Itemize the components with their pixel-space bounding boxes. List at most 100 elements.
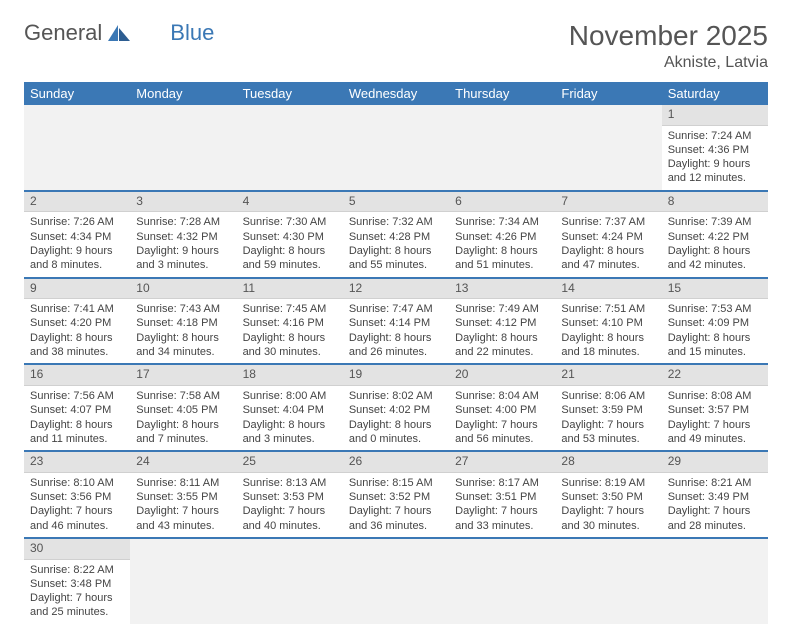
day-details: Sunrise: 8:11 AMSunset: 3:55 PMDaylight:… — [130, 473, 236, 537]
calendar-cell: 14Sunrise: 7:51 AMSunset: 4:10 PMDayligh… — [555, 278, 661, 365]
calendar-row: 23Sunrise: 8:10 AMSunset: 3:56 PMDayligh… — [24, 451, 768, 538]
calendar-cell: 24Sunrise: 8:11 AMSunset: 3:55 PMDayligh… — [130, 451, 236, 538]
calendar-cell: 29Sunrise: 8:21 AMSunset: 3:49 PMDayligh… — [662, 451, 768, 538]
calendar-cell: 8Sunrise: 7:39 AMSunset: 4:22 PMDaylight… — [662, 191, 768, 278]
day-details: Sunrise: 8:13 AMSunset: 3:53 PMDaylight:… — [237, 473, 343, 537]
weekday-header-row: SundayMondayTuesdayWednesdayThursdayFrid… — [24, 82, 768, 105]
day-details: Sunrise: 7:49 AMSunset: 4:12 PMDaylight:… — [449, 299, 555, 363]
calendar-cell: 6Sunrise: 7:34 AMSunset: 4:26 PMDaylight… — [449, 191, 555, 278]
day-number: 2 — [24, 192, 130, 213]
day-number: 30 — [24, 539, 130, 560]
calendar-cell — [343, 105, 449, 191]
day-details: Sunrise: 7:43 AMSunset: 4:18 PMDaylight:… — [130, 299, 236, 363]
day-number: 15 — [662, 279, 768, 300]
day-details: Sunrise: 8:06 AMSunset: 3:59 PMDaylight:… — [555, 386, 661, 450]
day-number: 11 — [237, 279, 343, 300]
day-details: Sunrise: 8:08 AMSunset: 3:57 PMDaylight:… — [662, 386, 768, 450]
calendar-cell: 11Sunrise: 7:45 AMSunset: 4:16 PMDayligh… — [237, 278, 343, 365]
day-details: Sunrise: 8:10 AMSunset: 3:56 PMDaylight:… — [24, 473, 130, 537]
calendar-cell: 25Sunrise: 8:13 AMSunset: 3:53 PMDayligh… — [237, 451, 343, 538]
day-details: Sunrise: 7:28 AMSunset: 4:32 PMDaylight:… — [130, 212, 236, 276]
day-details: Sunrise: 7:24 AMSunset: 4:36 PMDaylight:… — [662, 126, 768, 190]
day-details: Sunrise: 7:45 AMSunset: 4:16 PMDaylight:… — [237, 299, 343, 363]
brand-word-2: Blue — [170, 20, 214, 46]
calendar-cell — [130, 105, 236, 191]
day-number: 6 — [449, 192, 555, 213]
day-details: Sunrise: 8:21 AMSunset: 3:49 PMDaylight:… — [662, 473, 768, 537]
calendar-cell: 15Sunrise: 7:53 AMSunset: 4:09 PMDayligh… — [662, 278, 768, 365]
calendar-row: 9Sunrise: 7:41 AMSunset: 4:20 PMDaylight… — [24, 278, 768, 365]
calendar-cell: 28Sunrise: 8:19 AMSunset: 3:50 PMDayligh… — [555, 451, 661, 538]
day-details: Sunrise: 8:15 AMSunset: 3:52 PMDaylight:… — [343, 473, 449, 537]
calendar-cell: 7Sunrise: 7:37 AMSunset: 4:24 PMDaylight… — [555, 191, 661, 278]
title-block: November 2025 Akniste, Latvia — [569, 20, 768, 72]
day-details: Sunrise: 7:34 AMSunset: 4:26 PMDaylight:… — [449, 212, 555, 276]
calendar-row: 30Sunrise: 8:22 AMSunset: 3:48 PMDayligh… — [24, 538, 768, 624]
calendar-cell: 21Sunrise: 8:06 AMSunset: 3:59 PMDayligh… — [555, 364, 661, 451]
day-details: Sunrise: 7:58 AMSunset: 4:05 PMDaylight:… — [130, 386, 236, 450]
calendar-cell: 30Sunrise: 8:22 AMSunset: 3:48 PMDayligh… — [24, 538, 130, 624]
day-number: 7 — [555, 192, 661, 213]
weekday-header: Sunday — [24, 82, 130, 105]
weekday-header: Friday — [555, 82, 661, 105]
day-number: 29 — [662, 452, 768, 473]
sail-icon — [106, 23, 132, 43]
weekday-header: Thursday — [449, 82, 555, 105]
calendar-cell: 3Sunrise: 7:28 AMSunset: 4:32 PMDaylight… — [130, 191, 236, 278]
location-label: Akniste, Latvia — [569, 54, 768, 72]
day-number: 13 — [449, 279, 555, 300]
calendar-row: 1Sunrise: 7:24 AMSunset: 4:36 PMDaylight… — [24, 105, 768, 191]
calendar-table: SundayMondayTuesdayWednesdayThursdayFrid… — [24, 82, 768, 624]
day-number: 23 — [24, 452, 130, 473]
weekday-header: Tuesday — [237, 82, 343, 105]
day-number: 19 — [343, 365, 449, 386]
calendar-cell: 19Sunrise: 8:02 AMSunset: 4:02 PMDayligh… — [343, 364, 449, 451]
calendar-cell: 18Sunrise: 8:00 AMSunset: 4:04 PMDayligh… — [237, 364, 343, 451]
calendar-cell: 13Sunrise: 7:49 AMSunset: 4:12 PMDayligh… — [449, 278, 555, 365]
day-number: 4 — [237, 192, 343, 213]
day-details: Sunrise: 7:32 AMSunset: 4:28 PMDaylight:… — [343, 212, 449, 276]
day-number: 21 — [555, 365, 661, 386]
calendar-body: 1Sunrise: 7:24 AMSunset: 4:36 PMDaylight… — [24, 105, 768, 624]
day-number: 22 — [662, 365, 768, 386]
calendar-cell — [449, 105, 555, 191]
calendar-cell — [343, 538, 449, 624]
day-details: Sunrise: 7:51 AMSunset: 4:10 PMDaylight:… — [555, 299, 661, 363]
calendar-cell: 9Sunrise: 7:41 AMSunset: 4:20 PMDaylight… — [24, 278, 130, 365]
calendar-cell: 1Sunrise: 7:24 AMSunset: 4:36 PMDaylight… — [662, 105, 768, 191]
calendar-row: 16Sunrise: 7:56 AMSunset: 4:07 PMDayligh… — [24, 364, 768, 451]
day-number: 24 — [130, 452, 236, 473]
day-number: 3 — [130, 192, 236, 213]
day-details: Sunrise: 8:19 AMSunset: 3:50 PMDaylight:… — [555, 473, 661, 537]
month-title: November 2025 — [569, 20, 768, 52]
calendar-cell — [555, 538, 661, 624]
day-details: Sunrise: 8:22 AMSunset: 3:48 PMDaylight:… — [24, 560, 130, 624]
calendar-cell — [662, 538, 768, 624]
day-details: Sunrise: 7:47 AMSunset: 4:14 PMDaylight:… — [343, 299, 449, 363]
day-number: 10 — [130, 279, 236, 300]
day-number: 1 — [662, 105, 768, 126]
day-number: 20 — [449, 365, 555, 386]
calendar-cell: 27Sunrise: 8:17 AMSunset: 3:51 PMDayligh… — [449, 451, 555, 538]
day-details: Sunrise: 8:02 AMSunset: 4:02 PMDaylight:… — [343, 386, 449, 450]
day-details: Sunrise: 8:17 AMSunset: 3:51 PMDaylight:… — [449, 473, 555, 537]
calendar-cell — [237, 538, 343, 624]
calendar-cell — [24, 105, 130, 191]
day-details: Sunrise: 7:39 AMSunset: 4:22 PMDaylight:… — [662, 212, 768, 276]
calendar-cell: 22Sunrise: 8:08 AMSunset: 3:57 PMDayligh… — [662, 364, 768, 451]
calendar-cell: 2Sunrise: 7:26 AMSunset: 4:34 PMDaylight… — [24, 191, 130, 278]
calendar-cell: 26Sunrise: 8:15 AMSunset: 3:52 PMDayligh… — [343, 451, 449, 538]
day-number: 26 — [343, 452, 449, 473]
day-number: 17 — [130, 365, 236, 386]
calendar-cell — [555, 105, 661, 191]
calendar-cell — [449, 538, 555, 624]
calendar-cell: 23Sunrise: 8:10 AMSunset: 3:56 PMDayligh… — [24, 451, 130, 538]
calendar-cell: 16Sunrise: 7:56 AMSunset: 4:07 PMDayligh… — [24, 364, 130, 451]
calendar-cell — [237, 105, 343, 191]
day-details: Sunrise: 7:53 AMSunset: 4:09 PMDaylight:… — [662, 299, 768, 363]
day-details: Sunrise: 8:04 AMSunset: 4:00 PMDaylight:… — [449, 386, 555, 450]
day-number: 25 — [237, 452, 343, 473]
day-details: Sunrise: 7:30 AMSunset: 4:30 PMDaylight:… — [237, 212, 343, 276]
calendar-cell: 17Sunrise: 7:58 AMSunset: 4:05 PMDayligh… — [130, 364, 236, 451]
day-details: Sunrise: 7:56 AMSunset: 4:07 PMDaylight:… — [24, 386, 130, 450]
